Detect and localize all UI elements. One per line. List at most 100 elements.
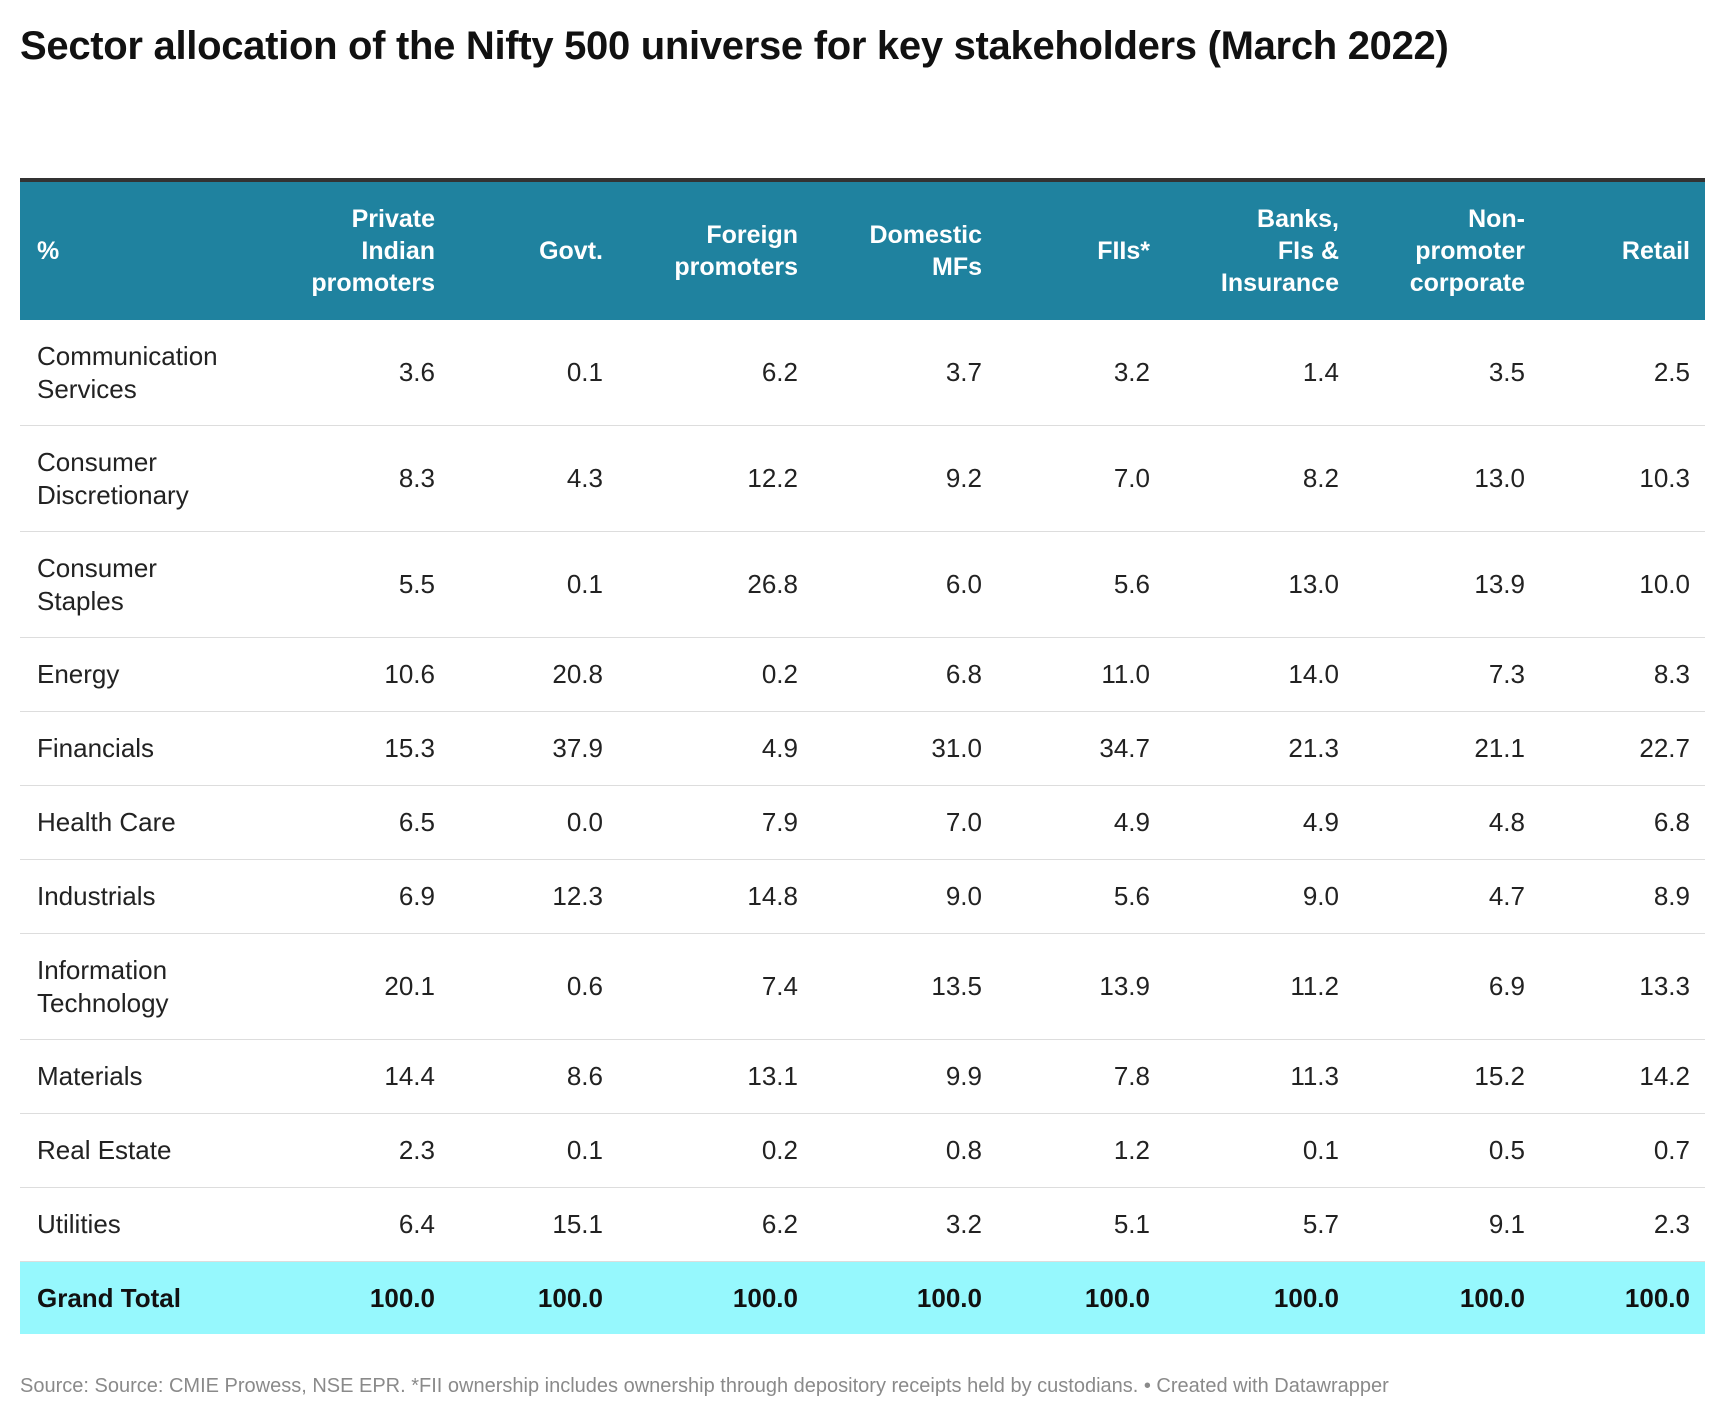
value-cell: 3.7 bbox=[813, 320, 997, 426]
row-label: Information Technology bbox=[20, 933, 256, 1040]
value-cell: 0.0 bbox=[450, 785, 618, 860]
row-label: Consumer Discretionary bbox=[20, 425, 256, 532]
value-cell: 0.6 bbox=[450, 933, 618, 1040]
chart-title: Sector allocation of the Nifty 500 unive… bbox=[20, 24, 1449, 68]
row-label: Energy bbox=[20, 637, 256, 712]
value-cell: 9.9 bbox=[813, 1039, 997, 1114]
value-cell: 20.8 bbox=[450, 637, 618, 712]
value-cell: 13.1 bbox=[618, 1039, 813, 1114]
header-cell-unit: % bbox=[37, 237, 60, 265]
value-cell: 6.2 bbox=[618, 320, 813, 426]
value-cell: 6.8 bbox=[1540, 785, 1705, 860]
value-cell: 100.0 bbox=[369, 1282, 435, 1313]
row-label: Real Estate bbox=[20, 1113, 256, 1188]
value-cell: 7.0 bbox=[997, 425, 1165, 532]
value-cell: 21.3 bbox=[1165, 711, 1354, 786]
row-label: Materials bbox=[20, 1039, 256, 1114]
row-label: Communication Services bbox=[20, 320, 256, 426]
data-table: % Private Indian promoters Govt. Foreign pr… bbox=[20, 178, 1705, 1334]
source-note: Source: Source: CMIE Prowess, NSE EPR. *… bbox=[20, 1375, 1389, 1397]
value-cell: 2.3 bbox=[1540, 1187, 1705, 1262]
value-cell: 6.5 bbox=[256, 785, 450, 860]
value-cell: 13.0 bbox=[1165, 531, 1354, 638]
value-cell: 26.8 bbox=[618, 531, 813, 638]
value-cell: 1.2 bbox=[997, 1113, 1165, 1188]
table-row: Consumer Staples 5.5 0.1 26.8 6.0 5.6 13.0 13.9… bbox=[20, 531, 1705, 638]
value-cell: 6.0 bbox=[813, 531, 997, 638]
value-cell: 10.6 bbox=[256, 637, 450, 712]
column-header: Retail bbox=[1621, 237, 1690, 265]
value-cell: 0.1 bbox=[450, 531, 618, 638]
value-cell: 15.3 bbox=[256, 711, 450, 786]
value-cell: 6.2 bbox=[618, 1187, 813, 1262]
value-cell: 9.2 bbox=[813, 425, 997, 532]
value-cell: 13.3 bbox=[1540, 933, 1705, 1040]
value-cell: 14.2 bbox=[1540, 1039, 1705, 1114]
table-row: Industrials 6.9 12.3 14.8 9.0 5.6 9.0 4.7 8.9 bbox=[20, 859, 1705, 934]
table-row: Materials 14.4 8.6 13.1 9.9 7.8 11.3 15.2 14.2 bbox=[20, 1039, 1705, 1114]
grand-total-row: Grand Total 100.0 100.0 100.0 100.0 100.0 100.… bbox=[20, 1261, 1705, 1334]
value-cell: 8.2 bbox=[1165, 425, 1354, 532]
value-cell: 6.9 bbox=[256, 859, 450, 934]
value-cell: 13.0 bbox=[1354, 425, 1540, 532]
value-cell: 3.5 bbox=[1354, 320, 1540, 426]
value-cell: 15.2 bbox=[1354, 1039, 1540, 1114]
value-cell: 6.4 bbox=[256, 1187, 450, 1262]
value-cell: 21.1 bbox=[1354, 711, 1540, 786]
value-cell: 100.0 bbox=[732, 1282, 798, 1313]
value-cell: 8.3 bbox=[256, 425, 450, 532]
value-cell: 13.9 bbox=[1354, 531, 1540, 638]
value-cell: 100.0 bbox=[1624, 1282, 1690, 1313]
value-cell: 100.0 bbox=[1273, 1282, 1339, 1313]
value-cell: 6.8 bbox=[813, 637, 997, 712]
value-cell: 3.2 bbox=[813, 1187, 997, 1262]
data-table-wrapper: % Private Indian promoters Govt. Foreign pr… bbox=[20, 178, 1705, 1334]
value-cell: 0.1 bbox=[1165, 1113, 1354, 1188]
value-cell: 4.7 bbox=[1354, 859, 1540, 934]
row-label: Utilities bbox=[20, 1187, 256, 1262]
value-cell: 100.0 bbox=[1084, 1282, 1150, 1313]
value-cell: 0.5 bbox=[1354, 1113, 1540, 1188]
value-cell: 5.5 bbox=[256, 531, 450, 638]
value-cell: 11.0 bbox=[997, 637, 1165, 712]
value-cell: 4.9 bbox=[1165, 785, 1354, 860]
value-cell: 8.3 bbox=[1540, 637, 1705, 712]
value-cell: 8.6 bbox=[450, 1039, 618, 1114]
value-cell: 9.0 bbox=[813, 859, 997, 934]
value-cell: 2.5 bbox=[1540, 320, 1705, 426]
value-cell: 4.8 bbox=[1354, 785, 1540, 860]
row-label: Grand Total bbox=[37, 1282, 181, 1313]
value-cell: 4.9 bbox=[997, 785, 1165, 860]
value-cell: 3.6 bbox=[256, 320, 450, 426]
column-header: Govt. bbox=[539, 237, 603, 265]
value-cell: 14.0 bbox=[1165, 637, 1354, 712]
table-row: Real Estate 2.3 0.1 0.2 0.8 1.2 0.1 0.5 0.7 bbox=[20, 1113, 1705, 1188]
value-cell: 0.1 bbox=[450, 320, 618, 426]
value-cell: 12.3 bbox=[450, 859, 618, 934]
value-cell: 10.3 bbox=[1540, 425, 1705, 532]
value-cell: 7.4 bbox=[618, 933, 813, 1040]
value-cell: 8.9 bbox=[1540, 859, 1705, 934]
value-cell: 100.0 bbox=[1459, 1282, 1525, 1313]
value-cell: 11.2 bbox=[1165, 933, 1354, 1040]
column-header: Foreign promoters bbox=[674, 221, 798, 281]
value-cell: 5.1 bbox=[997, 1187, 1165, 1262]
row-label: Financials bbox=[20, 711, 256, 786]
value-cell: 0.8 bbox=[813, 1113, 997, 1188]
column-header: FIIs* bbox=[1097, 237, 1150, 265]
value-cell: 37.9 bbox=[450, 711, 618, 786]
value-cell: 7.8 bbox=[997, 1039, 1165, 1114]
value-cell: 22.7 bbox=[1540, 711, 1705, 786]
value-cell: 7.0 bbox=[813, 785, 997, 860]
value-cell: 0.2 bbox=[618, 637, 813, 712]
value-cell: 5.6 bbox=[997, 531, 1165, 638]
row-label: Industrials bbox=[20, 859, 256, 934]
table-row: Energy 10.6 20.8 0.2 6.8 11.0 14.0 7.3 8.3 bbox=[20, 637, 1705, 712]
value-cell: 5.7 bbox=[1165, 1187, 1354, 1262]
table-row: Financials 15.3 37.9 4.9 31.0 34.7 21.3 21.1 22.… bbox=[20, 711, 1705, 786]
value-cell: 7.3 bbox=[1354, 637, 1540, 712]
column-header: Private Indian promoters bbox=[311, 205, 435, 297]
value-cell: 34.7 bbox=[997, 711, 1165, 786]
value-cell: 4.9 bbox=[618, 711, 813, 786]
